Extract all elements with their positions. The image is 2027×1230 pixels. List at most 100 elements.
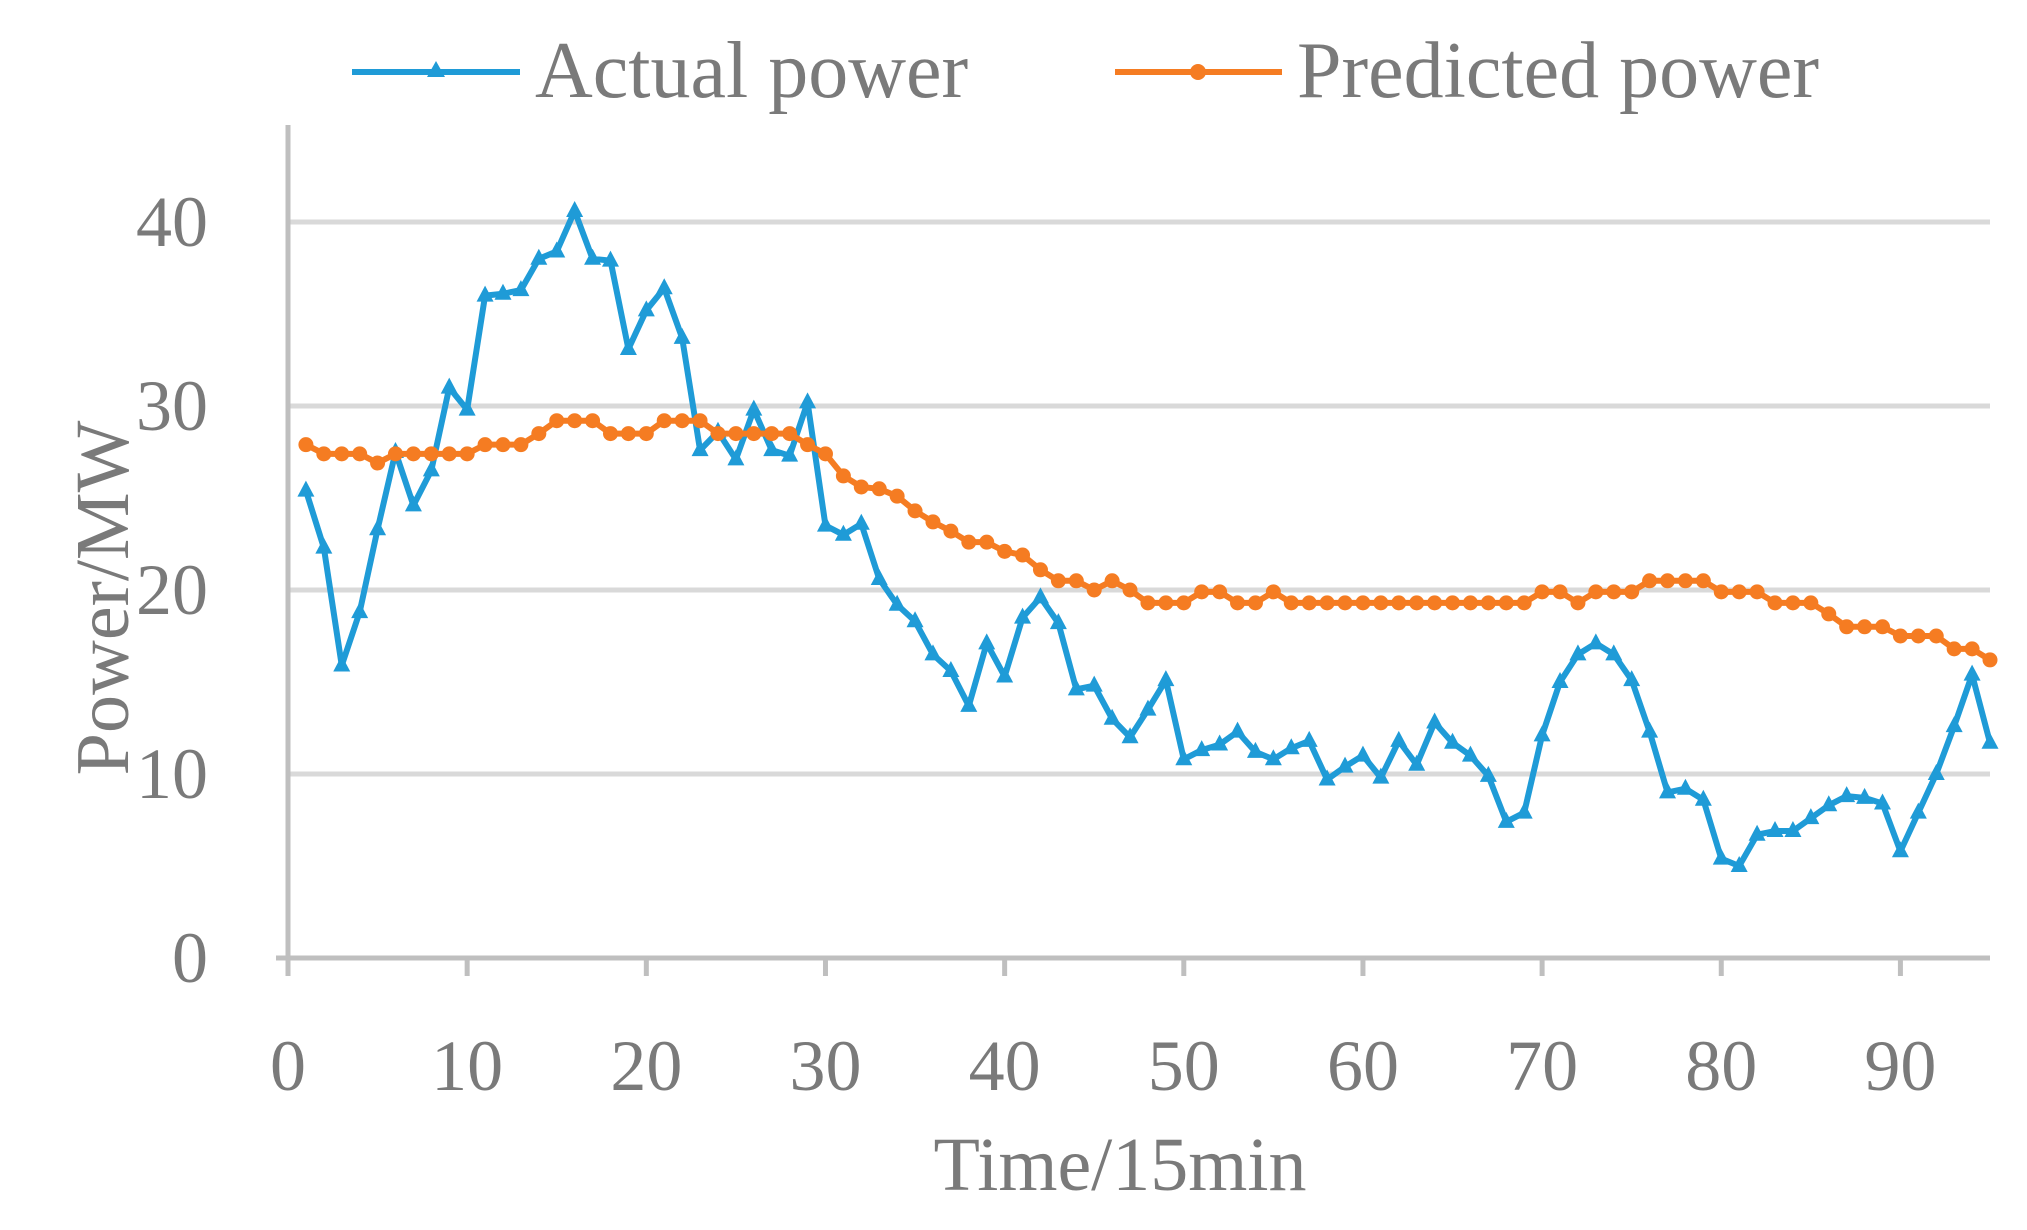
- predicted-power-point: [1409, 595, 1425, 611]
- predicted-power-point: [1839, 619, 1855, 635]
- actual-power-point: [1229, 721, 1247, 738]
- actual-power-point: [1676, 778, 1694, 795]
- actual-power-point: [1300, 730, 1318, 747]
- predicted-power-point: [1570, 595, 1586, 611]
- predicted-power-point: [549, 413, 565, 429]
- predicted-power-point: [925, 514, 941, 530]
- actual-power-point: [906, 611, 924, 628]
- actual-power-point: [691, 440, 709, 457]
- actual-power-point: [476, 285, 494, 302]
- actual-power-point: [1461, 745, 1479, 762]
- predicted-power-point: [997, 543, 1013, 559]
- actual-power-point: [1282, 738, 1300, 755]
- predicted-power-point: [674, 413, 690, 429]
- actual-power-point: [1497, 811, 1515, 828]
- predicted-power-point: [800, 437, 816, 453]
- actual-power-point: [1748, 824, 1766, 841]
- predicted-power-point: [1695, 573, 1711, 589]
- predicted-power-point: [1104, 573, 1120, 589]
- predicted-power-point: [746, 426, 762, 442]
- actual-power-point: [1802, 808, 1820, 825]
- predicted-power-point: [1749, 584, 1765, 600]
- actual-power-point: [1103, 708, 1121, 725]
- predicted-power-point: [495, 437, 511, 453]
- x-tick-label: 10: [431, 1026, 503, 1106]
- actual-power-point: [888, 594, 906, 611]
- x-tick-label: 50: [1148, 1026, 1220, 1106]
- predicted-power-point: [1498, 595, 1514, 611]
- actual-power-point: [1193, 740, 1211, 757]
- actual-power-point: [1175, 749, 1193, 766]
- series-predicted-power: [298, 413, 1998, 668]
- predicted-power-point: [1910, 628, 1926, 644]
- predicted-power-point: [1050, 573, 1066, 589]
- predicted-power-point: [602, 426, 618, 442]
- actual-power-line: [303, 207, 1993, 869]
- predicted-power-point: [531, 426, 547, 442]
- actual-power-point: [655, 278, 673, 295]
- predicted-power-point: [1122, 582, 1138, 598]
- predicted-power-point: [1140, 595, 1156, 611]
- predicted-power-point: [1713, 584, 1729, 600]
- predicted-power-line: [304, 417, 1992, 663]
- y-tick-label: 30: [136, 366, 208, 446]
- legend-triangle-icon: [427, 61, 445, 77]
- predicted-power-point: [1301, 595, 1317, 611]
- predicted-power-point: [334, 446, 350, 462]
- predicted-power-point: [728, 426, 744, 442]
- predicted-power-point: [1624, 584, 1640, 600]
- predicted-power-point: [1176, 595, 1192, 611]
- actual-power-point: [942, 660, 960, 677]
- predicted-power-point: [1068, 573, 1084, 589]
- predicted-power-point: [817, 446, 833, 462]
- predicted-power-point: [1946, 641, 1962, 657]
- predicted-power-point: [1480, 595, 1496, 611]
- x-tick-labels: 0 10 20 30 40 50 60 70 80 90: [270, 1026, 1936, 1106]
- actual-power-point: [1354, 745, 1372, 762]
- predicted-power-point: [1462, 595, 1478, 611]
- predicted-power-point: [1516, 595, 1532, 611]
- actual-power-point: [1963, 664, 1981, 681]
- predicted-power-point: [1552, 584, 1568, 600]
- predicted-power-point: [1731, 584, 1747, 600]
- actual-power-point: [1712, 848, 1730, 865]
- predicted-power-point: [423, 446, 439, 462]
- predicted-power-point: [513, 437, 529, 453]
- predicted-power-point: [1928, 628, 1944, 644]
- predicted-power-point: [352, 446, 368, 462]
- actual-power-point: [1264, 749, 1282, 766]
- predicted-power-point: [477, 437, 493, 453]
- predicted-power-point: [1015, 547, 1031, 563]
- actual-power-point: [1838, 786, 1856, 803]
- actual-power-point: [1856, 787, 1874, 804]
- actual-power-point: [1551, 672, 1569, 688]
- actual-power-point: [960, 695, 978, 712]
- actual-power-point: [422, 460, 440, 477]
- actual-power-point: [333, 655, 351, 672]
- y-tick-labels: 0 10 20 30 40: [136, 182, 208, 998]
- actual-power-point: [1139, 699, 1157, 716]
- legend-item-actual: Actual power: [352, 27, 968, 115]
- series-layer: [297, 200, 1999, 872]
- actual-power-point: [440, 377, 458, 394]
- predicted-power-point: [1588, 584, 1604, 600]
- predicted-power-point: [961, 534, 977, 550]
- actual-power-point: [1981, 732, 1999, 749]
- actual-power-point: [619, 338, 637, 355]
- actual-power-point: [1157, 670, 1175, 687]
- predicted-power-point: [1427, 595, 1443, 611]
- predicted-power-point: [782, 426, 798, 442]
- predicted-power-point: [441, 446, 457, 462]
- actual-power-point: [1641, 721, 1659, 738]
- actual-power-point: [1211, 734, 1229, 751]
- actual-power-point: [512, 280, 530, 297]
- predicted-power-point: [907, 503, 923, 519]
- y-tick-label: 20: [136, 550, 208, 630]
- actual-power-point: [852, 513, 870, 530]
- x-tick-label: 30: [789, 1026, 861, 1106]
- legend-predicted-label: Predicted power: [1297, 27, 1819, 115]
- predicted-power-point: [853, 479, 869, 495]
- actual-power-point: [799, 392, 817, 409]
- predicted-power-point: [1964, 641, 1980, 657]
- actual-power-point: [1730, 856, 1748, 872]
